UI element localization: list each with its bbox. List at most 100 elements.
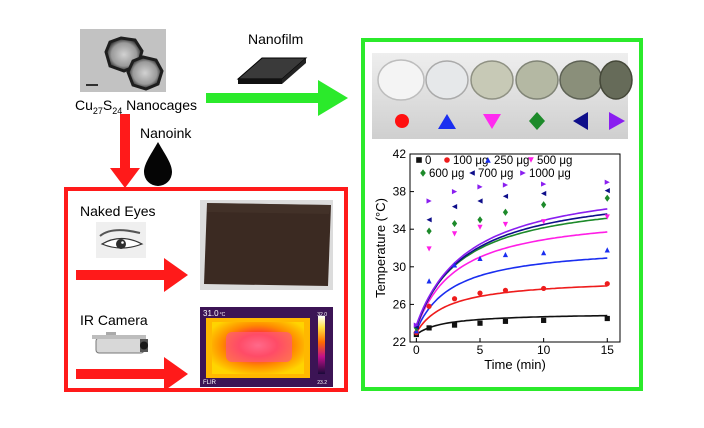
data-point (426, 227, 432, 235)
camera-icon (92, 332, 148, 354)
naked-eyes-label: Naked Eyes (80, 203, 155, 219)
legend-marker (528, 157, 534, 163)
x-tick-label: 5 (477, 343, 484, 357)
film-disc-5 (559, 60, 603, 100)
series-curve (415, 314, 608, 336)
legend-label: 100 μg (453, 155, 488, 167)
y-tick-label: 22 (393, 335, 407, 349)
thermal-brand: FLIR (203, 380, 217, 386)
nanocage-label: Cu27S24 Nanocages (75, 97, 197, 116)
data-point (451, 262, 458, 268)
data-point (477, 320, 483, 326)
data-point (426, 303, 432, 309)
data-point (426, 246, 432, 252)
data-point (604, 281, 610, 287)
data-point (541, 285, 547, 292)
data-point (451, 204, 458, 210)
film-disc-2 (425, 60, 469, 100)
film-disc-6 (599, 60, 633, 100)
x-axis-label: Time (min) (484, 357, 546, 372)
film-disc-3 (470, 60, 514, 100)
data-point (604, 194, 610, 202)
series-curve (415, 231, 608, 330)
data-point (502, 221, 509, 228)
data-point (451, 219, 458, 228)
y-tick-label: 26 (393, 297, 407, 311)
data-point (426, 217, 432, 223)
nanofilm-photo-strip (372, 53, 633, 139)
x-tick-label: 0 (413, 343, 420, 357)
thermal-scale-min: 23.2 (317, 380, 327, 386)
y-tick-label: 30 (393, 260, 407, 274)
ink-drop-icon (144, 142, 172, 186)
data-point (541, 219, 547, 225)
series-curve (415, 208, 608, 326)
film-disc-1 (377, 59, 425, 101)
y-tick-label: 38 (393, 185, 407, 199)
data-point (477, 216, 483, 224)
series-curve (415, 285, 608, 334)
legend-marker (444, 157, 450, 163)
tem-image (80, 29, 166, 92)
ir-camera-label: IR Camera (80, 312, 148, 328)
data-point (451, 322, 458, 328)
nanofilm-label: Nanofilm (248, 31, 303, 47)
nanoink-label: Nanoink (140, 125, 192, 141)
data-point (541, 317, 547, 323)
temperature-chart: 0 5 10 15 22 26 30 34 38 42 0 100 μg 250 μg 500 μg 60… (373, 147, 621, 372)
legend-label: 600 μg (429, 168, 464, 180)
data-point (477, 184, 483, 190)
thermal-scale-max: 32.0 (317, 312, 327, 318)
data-point (502, 287, 509, 293)
legend-marker (520, 170, 526, 176)
data-point (502, 251, 509, 258)
data-point (541, 190, 547, 197)
data-point (413, 322, 419, 328)
legend-label: 500 μg (537, 155, 572, 167)
data-point (541, 201, 547, 209)
legend-marker (469, 170, 475, 176)
arrow-naked-eyes (76, 258, 188, 292)
film-marker-blue-up-triangle (438, 114, 456, 129)
data-point (604, 247, 610, 253)
data-point (604, 179, 610, 185)
data-point (502, 318, 509, 324)
film-marker-red-circle (395, 114, 409, 128)
legend-label: 0 (425, 155, 431, 167)
series-curve (415, 213, 608, 328)
green-panel (361, 38, 643, 391)
x-tick-label: 10 (537, 343, 551, 357)
data-point (502, 182, 509, 188)
data-point (604, 188, 610, 194)
legend-marker (420, 169, 426, 177)
data-point (541, 181, 547, 187)
thermal-image: 31.0°C 32.0 23.2 FLIR (200, 307, 333, 387)
thermal-reading: 31.0°C (203, 309, 226, 318)
data-point (451, 189, 458, 195)
arrow-to-nanoink (110, 114, 140, 188)
series-curve (415, 257, 608, 332)
legend-label: 700 μg (478, 168, 513, 180)
plot-frame (409, 153, 621, 343)
data-point (502, 208, 509, 216)
y-tick-label: 42 (393, 147, 407, 161)
film-marker-purple-right-triangle (609, 112, 625, 130)
data-point (426, 278, 432, 284)
nanocage-particle-2 (126, 55, 164, 91)
x-tick-label: 15 (601, 343, 615, 357)
legend-marker (485, 157, 491, 163)
arrow-ir-camera (76, 357, 188, 391)
printed-film-photo (200, 200, 333, 290)
data-point (426, 325, 432, 331)
data-point (477, 255, 483, 261)
data-point (502, 193, 509, 199)
data-point (451, 296, 458, 302)
data-point (426, 198, 432, 204)
film-marker-navy-left-triangle (573, 112, 588, 130)
legend-marker (416, 157, 422, 163)
film-marker-green-diamond (529, 112, 545, 130)
legend-label: 1000 μg (529, 168, 571, 180)
red-panel (64, 187, 348, 392)
arrow-to-nanofilm (206, 80, 348, 116)
